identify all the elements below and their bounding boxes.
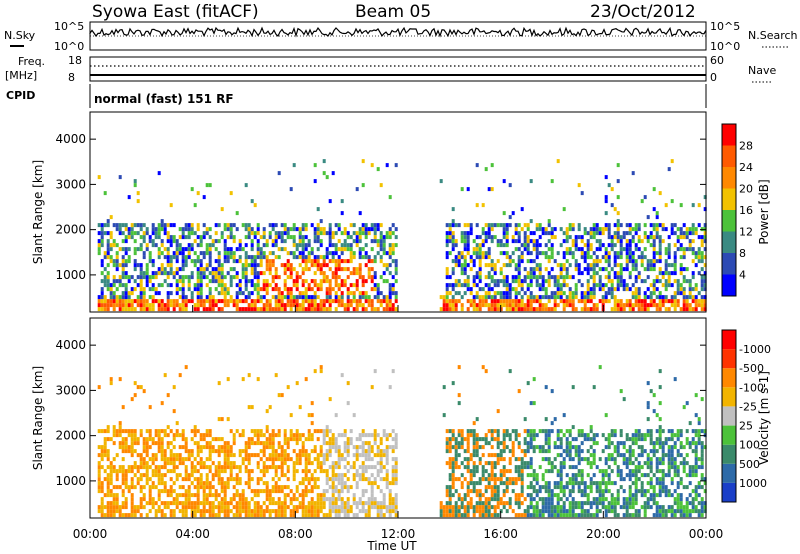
power-y-axis: 1000 2000 3000 4000 [55,132,706,282]
svg-text:3000: 3000 [55,177,86,191]
freq-unit-label: [MHz] [5,69,37,82]
cpid-text: normal (fast) 151 RF [94,92,234,106]
nave-label: Nave [748,64,776,77]
station-title: Syowa East (fitACF) [92,2,259,22]
svg-text:20: 20 [739,183,753,196]
nave-tick-high: 60 [710,54,724,67]
velocity-ylabel: Slant Range [km] [31,366,45,470]
svg-text:24: 24 [739,161,753,174]
velocity-heatmap [97,365,707,518]
nsky-trace [89,26,707,38]
power-ylabel: Slant Range [km] [31,160,45,264]
freq-label: Freq. [18,55,45,68]
svg-text:2000: 2000 [55,223,86,237]
svg-text:4000: 4000 [55,132,86,146]
nsky-tick-low: 10^0 [54,40,84,53]
cpid-label: CPID [6,89,35,102]
velocity-colorbar-label: Velocity [m s-1] [757,371,771,465]
beam-title: Beam 05 [355,2,431,22]
svg-text:12: 12 [739,226,753,239]
svg-text:4: 4 [739,269,746,282]
nsearch-tick-high: 10^5 [710,20,740,33]
nsky-panel-frame [89,21,707,51]
svg-text:28: 28 [739,140,753,153]
svg-text:1000: 1000 [55,268,86,282]
freq-tick-low: 8 [68,71,75,84]
power-colorbar: 4 8 12 16 20 24 28 [721,123,753,297]
nsky-tick-high: 10^5 [54,20,84,33]
x-axis-label: Time UT [366,539,417,553]
nsearch-label: N.Search [748,29,798,42]
power-heatmap [97,159,707,312]
nsearch-tick-low: 10^0 [710,40,740,53]
freq-tick-high: 18 [68,54,82,67]
svg-text:8: 8 [739,247,746,260]
power-colorbar-label: Power [dB] [757,179,771,244]
x-axis: 00:00 04:00 08:00 12:00 16:00 20:00 00:00 [73,305,723,541]
date-title: 23/Oct/2012 [590,2,696,22]
nave-tick-low: 0 [710,71,717,84]
freq-panel-frame [89,56,707,82]
svg-text:16: 16 [739,204,753,217]
nsky-label: N.Sky [4,29,36,42]
